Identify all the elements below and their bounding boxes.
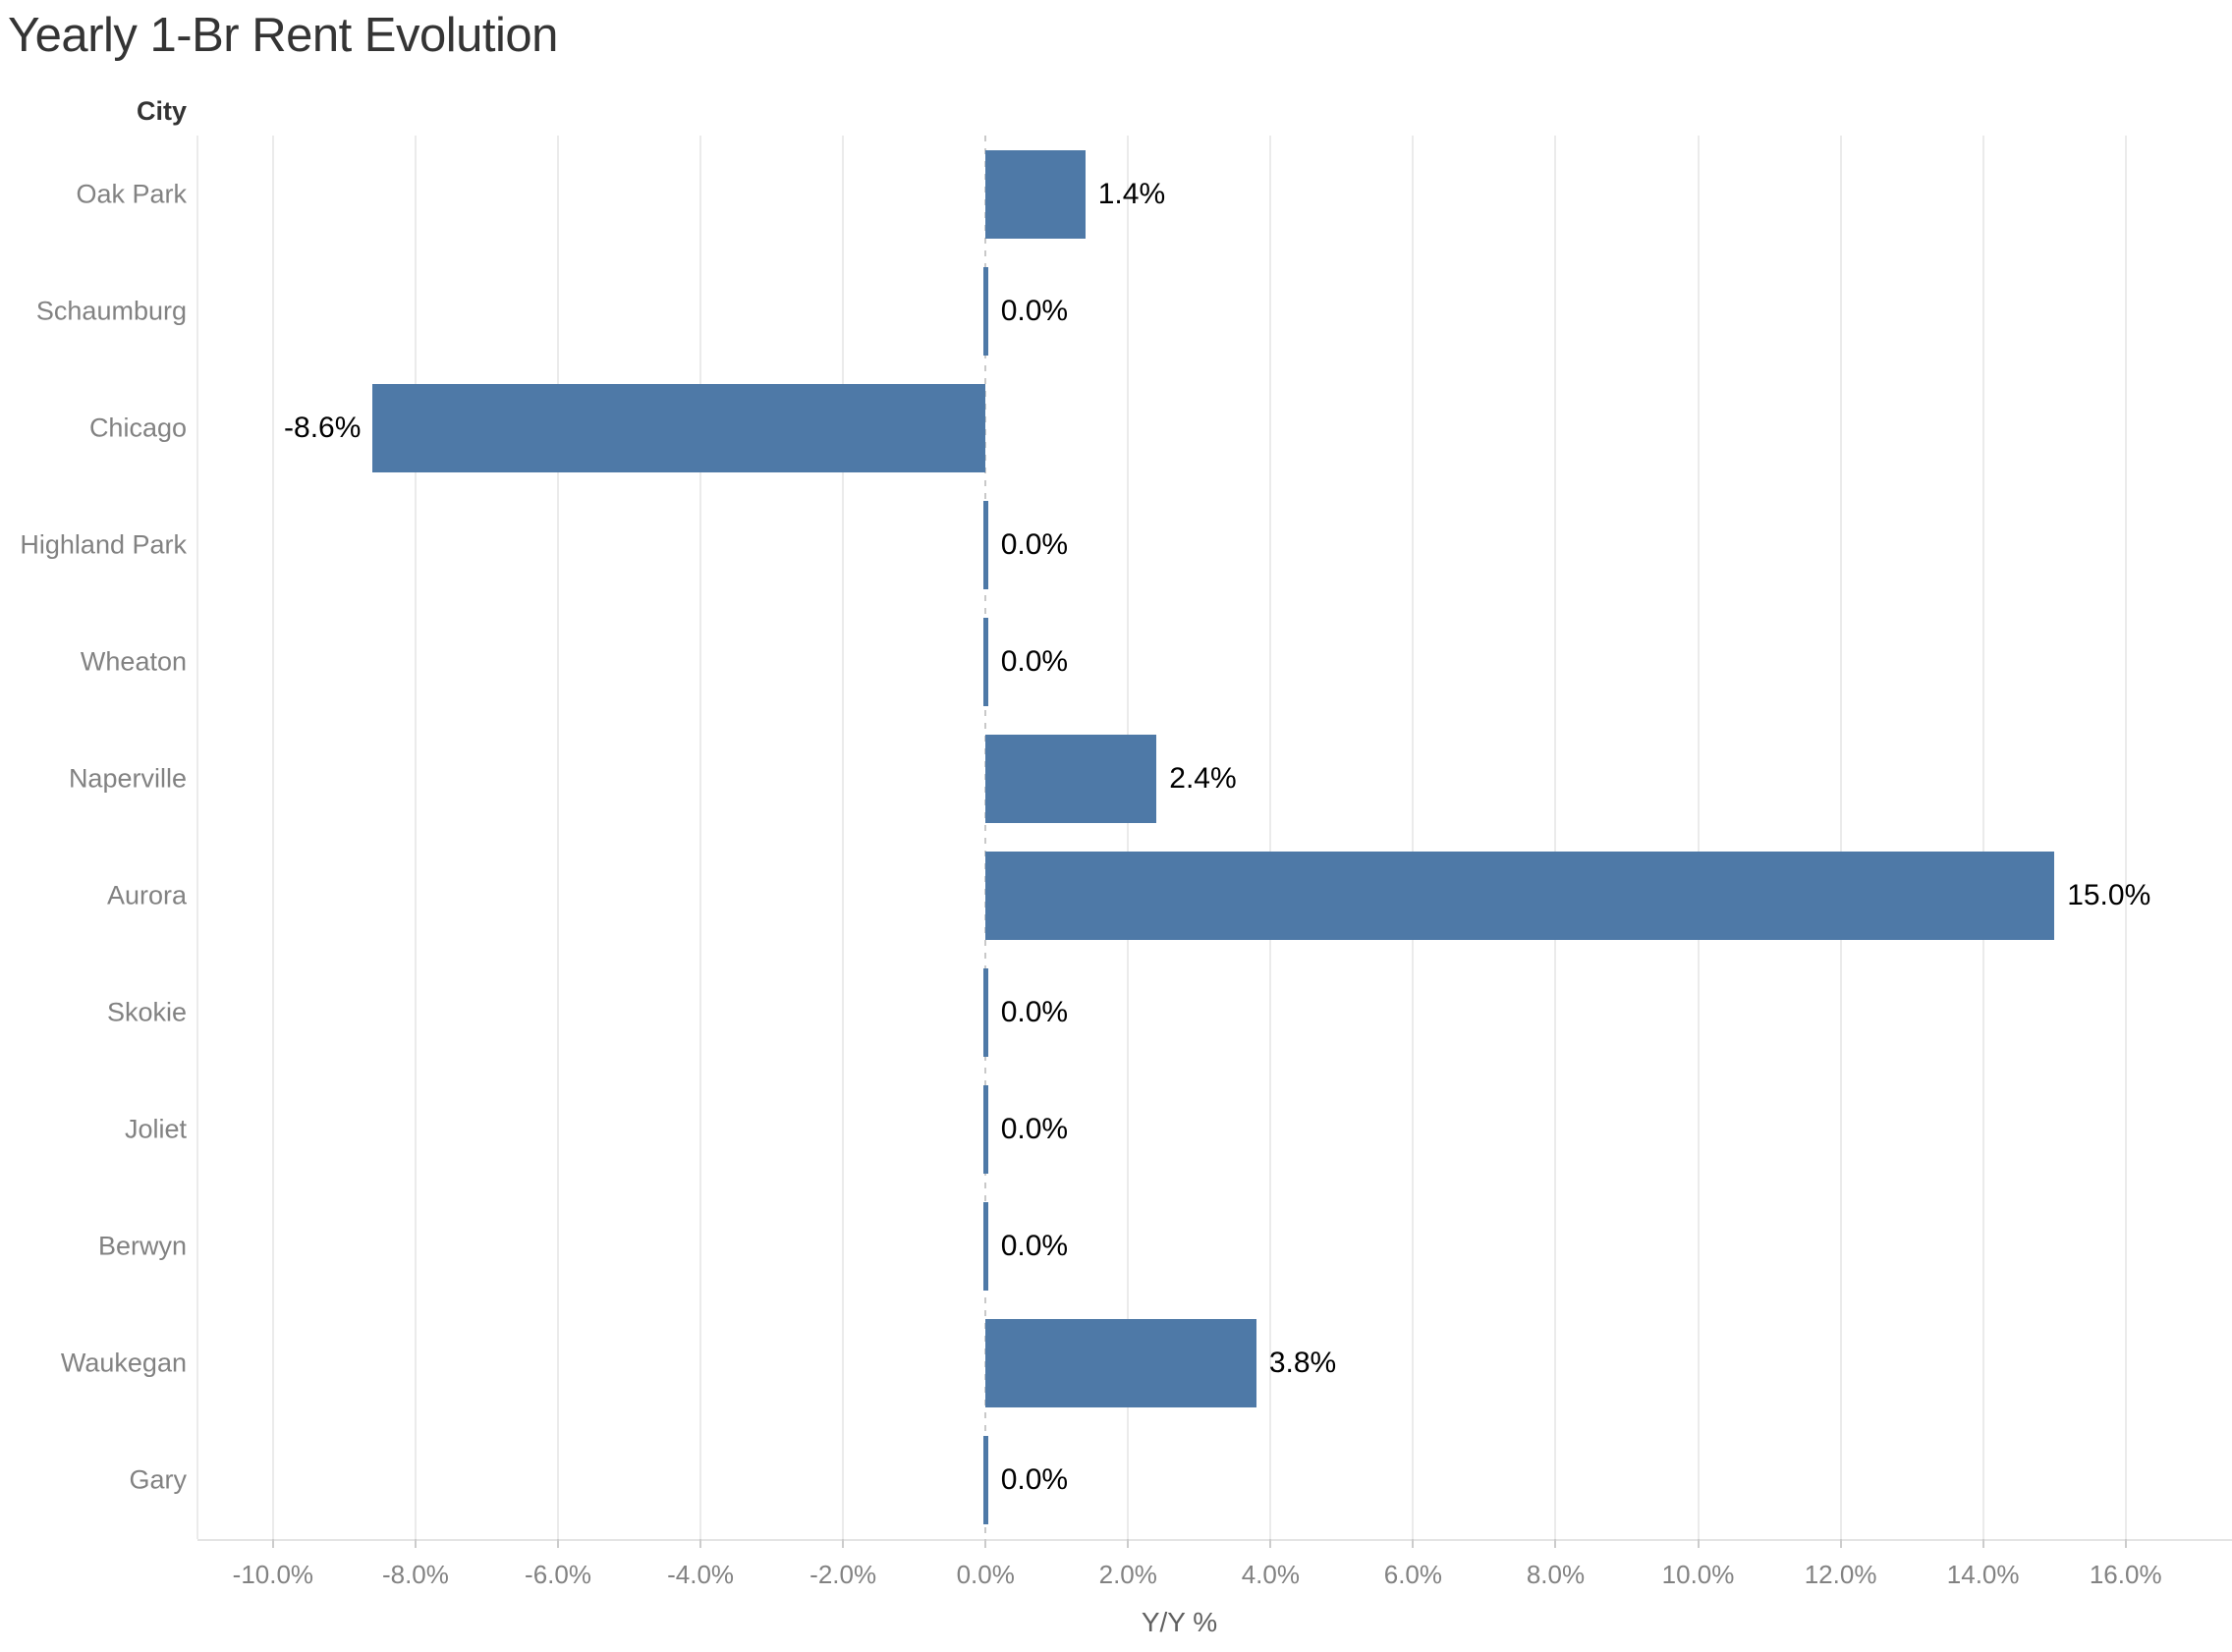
x-axis-tick-label: 6.0% xyxy=(1383,1560,1443,1589)
bar-mark[interactable] xyxy=(982,500,988,589)
gridline xyxy=(1269,136,1272,1539)
bar-mark[interactable] xyxy=(982,1202,988,1292)
city-label: Wheaton xyxy=(80,646,187,677)
x-axis-tick-mark xyxy=(1981,1539,1984,1548)
chart-row: Chicago -8.6% xyxy=(0,369,2232,486)
gridline xyxy=(1127,136,1130,1539)
city-label: Chicago xyxy=(88,413,187,443)
chart-title: Yearly 1-Br Rent Evolution xyxy=(8,9,558,62)
bar-mark[interactable] xyxy=(982,1085,988,1175)
gridline xyxy=(1554,136,1557,1539)
x-axis-tick-mark xyxy=(271,1539,274,1548)
city-label: Joliet xyxy=(124,1114,187,1144)
x-axis-tick-mark xyxy=(1839,1539,1842,1548)
value-label: -8.6% xyxy=(284,411,362,444)
gridline xyxy=(271,136,274,1539)
gridline xyxy=(414,136,417,1539)
x-axis-tick-label: 8.0% xyxy=(1526,1560,1586,1589)
x-axis-tick-mark xyxy=(557,1539,559,1548)
gridline xyxy=(842,136,845,1539)
x-axis-tick-mark xyxy=(1554,1539,1557,1548)
city-label: Berwyn xyxy=(97,1231,187,1261)
plot-left-border xyxy=(196,136,198,1539)
x-axis-tick-mark xyxy=(2124,1539,2127,1548)
x-axis-tick-label: 12.0% xyxy=(1804,1560,1877,1589)
value-label: 15.0% xyxy=(2067,879,2151,912)
x-axis-tick-label: 14.0% xyxy=(1946,1560,2020,1589)
x-axis-tick-label: 2.0% xyxy=(1098,1560,1157,1589)
value-label: 1.4% xyxy=(1097,177,1166,210)
city-label: Gary xyxy=(129,1464,187,1495)
value-label: 0.0% xyxy=(1000,527,1069,561)
chart-row: Naperville 2.4% xyxy=(0,720,2232,837)
value-label: 0.0% xyxy=(1000,1463,1069,1497)
x-axis-tick-mark xyxy=(1697,1539,1700,1548)
chart-row: Wheaton 0.0% xyxy=(0,603,2232,720)
category-axis-header: City xyxy=(136,96,187,126)
bar-mark[interactable] xyxy=(372,383,986,472)
value-label: 0.0% xyxy=(1000,1113,1069,1146)
gridline xyxy=(1412,136,1415,1539)
city-label: Aurora xyxy=(106,880,187,910)
chart-row: Schaumburg 0.0% xyxy=(0,252,2232,369)
zero-reference-line xyxy=(984,136,987,1539)
chart-row: Aurora 15.0% xyxy=(0,838,2232,955)
gridline xyxy=(699,136,702,1539)
x-axis-tick-label: 10.0% xyxy=(1661,1560,1735,1589)
chart-row: Skokie 0.0% xyxy=(0,955,2232,1072)
gridline xyxy=(1697,136,1700,1539)
x-axis-tick-label: -8.0% xyxy=(381,1560,449,1589)
value-label: 0.0% xyxy=(1000,294,1069,327)
gridline xyxy=(1839,136,1842,1539)
city-label: Skokie xyxy=(106,997,187,1027)
x-axis-tick-mark xyxy=(1412,1539,1415,1548)
value-label: 0.0% xyxy=(1000,996,1069,1029)
x-axis-tick-mark xyxy=(414,1539,417,1548)
x-axis-tick-mark xyxy=(1127,1539,1130,1548)
x-axis-tick-mark xyxy=(1269,1539,1272,1548)
chart-row: Oak Park 1.4% xyxy=(0,136,2232,252)
bar-mark[interactable] xyxy=(982,266,988,356)
x-axis-line xyxy=(197,1539,2232,1541)
x-axis-tick-label: -10.0% xyxy=(232,1560,314,1589)
bar-mark[interactable] xyxy=(985,734,1157,823)
city-label: Highland Park xyxy=(20,529,187,560)
chart-row: Waukegan 3.8% xyxy=(0,1305,2232,1422)
gridline xyxy=(557,136,559,1539)
x-axis-tick-label: 16.0% xyxy=(2089,1560,2162,1589)
chart-row: Highland Park 0.0% xyxy=(0,486,2232,603)
bar-mark[interactable] xyxy=(985,852,2055,941)
value-label: 0.0% xyxy=(1000,644,1069,678)
value-label: 2.4% xyxy=(1169,761,1237,795)
x-axis-tick-label: -2.0% xyxy=(809,1560,877,1589)
x-axis-title: Y/Y % xyxy=(1141,1607,1218,1637)
x-axis-tick-mark xyxy=(842,1539,845,1548)
x-axis-tick-label: -4.0% xyxy=(667,1560,735,1589)
bar-mark[interactable] xyxy=(982,617,988,706)
city-label: Oak Park xyxy=(76,179,187,209)
x-axis-tick-label: -6.0% xyxy=(525,1560,591,1589)
city-label: Naperville xyxy=(68,763,187,794)
value-label: 3.8% xyxy=(1268,1347,1337,1380)
x-axis-tick-label: 4.0% xyxy=(1241,1560,1300,1589)
x-axis-tick-label: 0.0% xyxy=(956,1560,1015,1589)
city-label: Schaumburg xyxy=(35,296,187,326)
bar-mark[interactable] xyxy=(985,1319,1256,1408)
chart-row: Gary 0.0% xyxy=(0,1422,2232,1539)
gridline xyxy=(2124,136,2127,1539)
chart-row: Joliet 0.0% xyxy=(0,1072,2232,1188)
chart-row: Berwyn 0.0% xyxy=(0,1188,2232,1305)
x-axis-tick-mark xyxy=(984,1539,987,1548)
x-axis-tick-mark xyxy=(699,1539,702,1548)
city-label: Waukegan xyxy=(60,1348,187,1378)
bar-mark[interactable] xyxy=(982,1436,988,1525)
bar-mark[interactable] xyxy=(985,149,1086,239)
gridline xyxy=(1981,136,1984,1539)
bar-mark[interactable] xyxy=(982,968,988,1058)
value-label: 0.0% xyxy=(1000,1230,1069,1263)
